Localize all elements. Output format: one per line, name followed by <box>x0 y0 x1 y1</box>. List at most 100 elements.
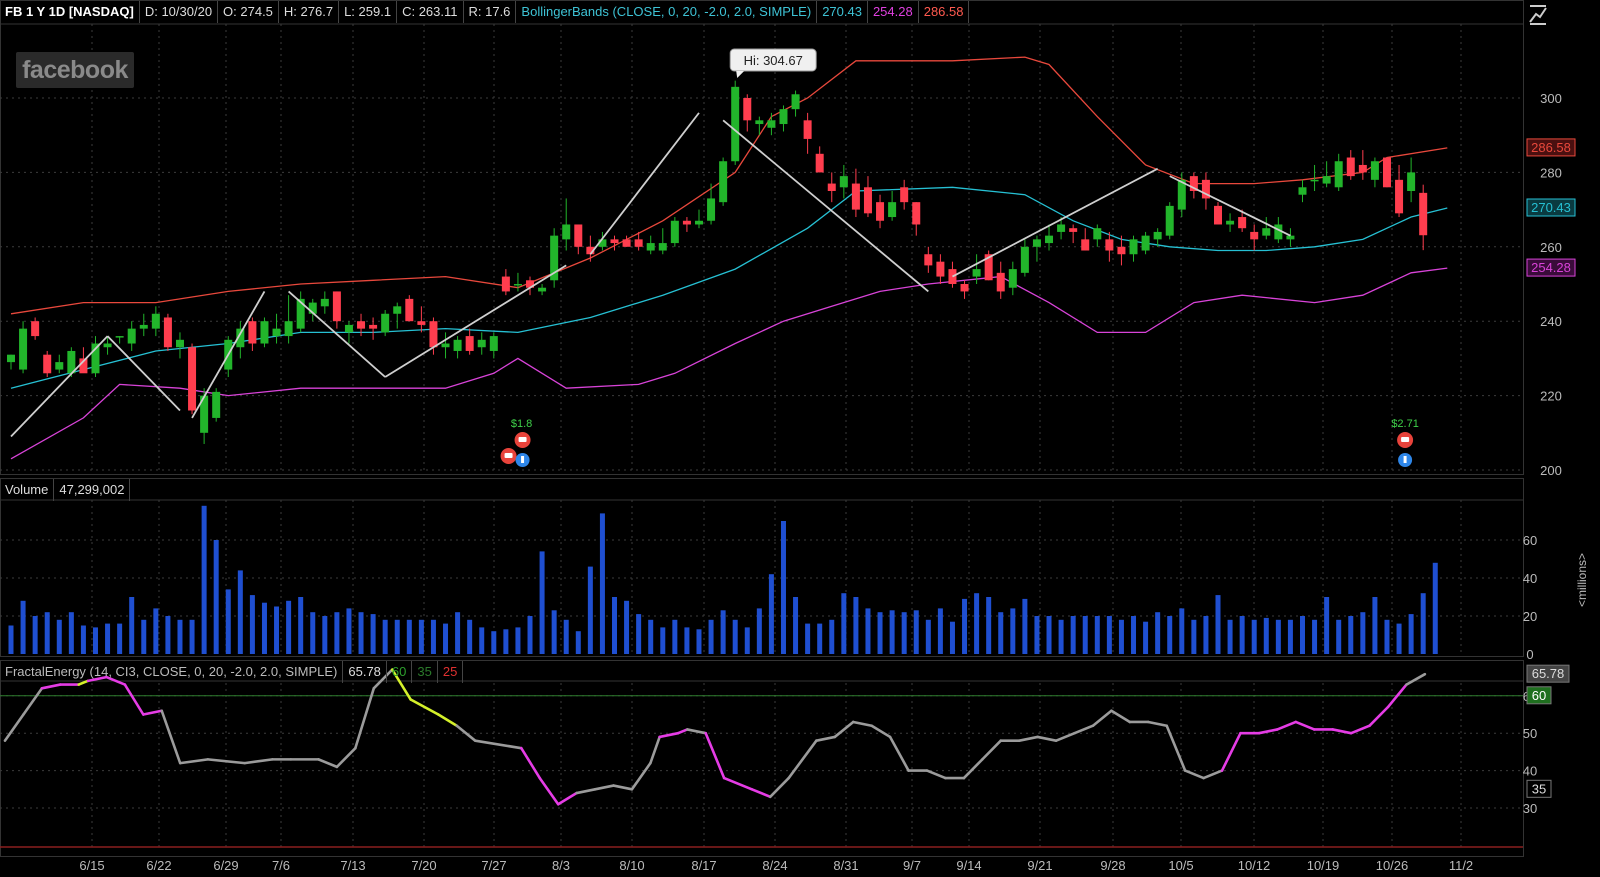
fe-line-segment <box>612 784 634 791</box>
x-tick-label: 6/29 <box>213 858 238 873</box>
candle-body <box>1081 239 1090 251</box>
volume-bar <box>817 623 823 654</box>
volume-bar <box>443 623 449 654</box>
chart-settings-icon[interactable] <box>1526 2 1550 26</box>
volume-bar <box>575 631 581 654</box>
candle-body <box>200 395 209 433</box>
volume-bar <box>1046 616 1052 654</box>
candle-body <box>369 324 378 329</box>
candle-body <box>1310 179 1319 182</box>
volume-bar <box>1348 616 1354 654</box>
volume-bar <box>1360 612 1366 654</box>
volume-bar <box>129 597 135 654</box>
volume-bar <box>551 610 557 654</box>
volume-bar <box>986 597 992 654</box>
candle-body <box>332 291 341 322</box>
volume-label[interactable]: Volume <box>0 479 55 501</box>
ticker-label[interactable]: FB 1 Y 1D [NASDAQ] <box>0 1 140 23</box>
volume-bar <box>286 600 292 654</box>
volume-bar <box>56 619 62 654</box>
candle-body <box>284 321 293 337</box>
trendline <box>722 119 929 293</box>
volume-bar <box>249 595 255 654</box>
volume-bar <box>515 627 521 654</box>
fe-level-60: 60 <box>387 661 413 683</box>
volume-bar <box>298 597 304 654</box>
volume-bar <box>624 600 630 654</box>
fe-line-segment <box>1054 731 1076 742</box>
price-right-label: 286.58 <box>1531 140 1571 155</box>
volume-bar <box>141 619 147 654</box>
candle-body <box>513 284 522 286</box>
fe-line-segment <box>86 675 108 683</box>
price-y-tick: 300 <box>1540 91 1562 106</box>
fe-line-segment <box>833 720 855 739</box>
price-y-tick: 220 <box>1540 389 1562 404</box>
volume-bar <box>455 612 461 654</box>
volume-bar <box>925 619 931 654</box>
volume-bar <box>177 619 183 654</box>
volume-bar <box>744 627 750 654</box>
candle-body <box>79 358 88 374</box>
candle-body <box>538 287 547 292</box>
volume-bar <box>805 623 811 654</box>
volume-bar <box>696 629 702 654</box>
volume-bar <box>587 566 593 654</box>
candle-body <box>1370 161 1379 180</box>
fe-line-segment <box>787 739 818 780</box>
bollinger-study-label[interactable]: BollingerBands (CLOSE, 0, 20, -2.0, 2.0,… <box>516 1 818 23</box>
price-pane-frame <box>0 0 1524 475</box>
high-value: H: 276.7 <box>279 1 340 23</box>
fe-line-segment <box>630 761 652 791</box>
fe-line-segment <box>437 713 459 728</box>
x-tick-label: 8/17 <box>691 858 716 873</box>
candle-body <box>344 324 353 333</box>
fe-line-segment <box>1331 728 1353 735</box>
bollinger-mid-value: 270.43 <box>817 1 868 23</box>
volume-bar <box>201 505 207 654</box>
fe-line-segment <box>575 787 597 795</box>
trendline <box>952 167 1159 278</box>
volume-bar <box>80 625 86 654</box>
candle-body <box>115 336 124 338</box>
price-right-label: 254.28 <box>1531 260 1571 275</box>
candle-body <box>465 336 474 351</box>
x-tick-label: 8/3 <box>552 858 570 873</box>
fe-right-label-box <box>1526 664 1570 683</box>
volume-bar <box>237 570 243 654</box>
price-header: FB 1 Y 1D [NASDAQ] D: 10/30/20 O: 274.5 … <box>0 1 970 23</box>
volume-bar <box>68 612 74 654</box>
volume-bar <box>8 625 14 654</box>
candle-body <box>610 239 619 244</box>
candle-body <box>682 220 691 225</box>
bollinger-lower-value: 254.28 <box>868 1 919 23</box>
candle-body <box>103 343 112 348</box>
fe-right-label: 35 <box>1532 781 1546 796</box>
candle-body <box>598 239 607 247</box>
volume-bar <box>44 612 50 654</box>
fe-line-segment <box>77 679 90 686</box>
volume-bar <box>732 619 738 654</box>
fe-line-segment <box>1110 709 1132 724</box>
high-annotation-box <box>729 48 817 72</box>
volume-bar <box>648 619 654 654</box>
volume-bar <box>479 627 485 654</box>
volume-bar <box>1432 562 1438 654</box>
candle-body <box>151 313 160 329</box>
fe-line-segment <box>1073 724 1095 735</box>
candle-body <box>381 313 390 333</box>
x-tick-label: 11/2 <box>1449 858 1473 873</box>
candle-body <box>707 198 716 221</box>
fractal-energy-label[interactable]: FractalEnergy (14, CI3, CLOSE, 0, 20, -2… <box>0 661 344 683</box>
volume-bar <box>20 600 26 654</box>
fractal-energy-header: FractalEnergy (14, CI3, CLOSE, 0, 20, -2… <box>0 661 464 683</box>
volume-bar <box>527 616 533 654</box>
fe-line-segment <box>520 746 542 780</box>
trendline <box>589 112 700 255</box>
fe-line-segment <box>1349 724 1371 735</box>
fe-line-segment <box>1091 709 1113 728</box>
fe-line-segment <box>1202 769 1224 780</box>
volume-bar <box>756 608 762 654</box>
low-value: L: 259.1 <box>339 1 398 23</box>
fe-line-segment <box>925 769 947 780</box>
